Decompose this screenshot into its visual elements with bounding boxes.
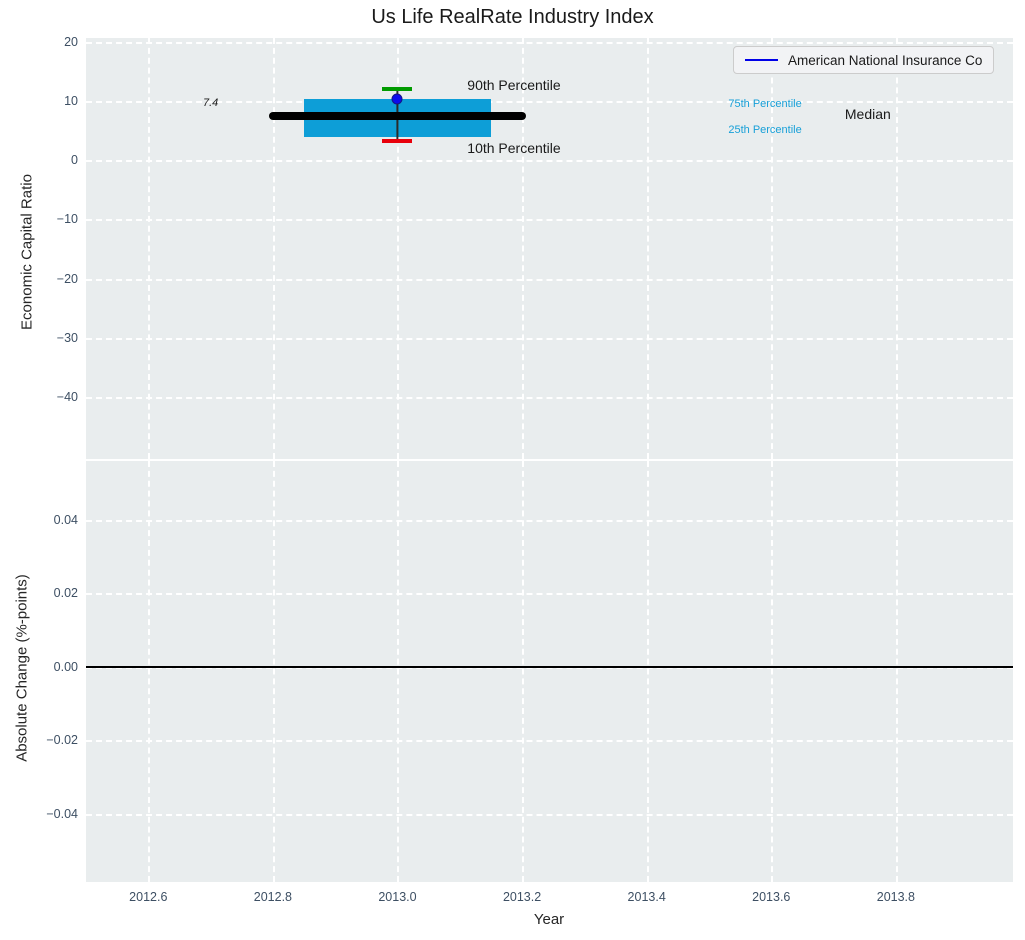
chart-title: Us Life RealRate Industry Index [371, 6, 654, 28]
v-gridline [895, 461, 898, 882]
h-gridline [86, 219, 1013, 222]
x-tick-label: 2013.8 [876, 890, 915, 904]
legend: American National Insurance Co [733, 46, 995, 74]
y-tick-label: 0.02 [53, 586, 78, 601]
x-tick-label: 2013.2 [502, 890, 542, 904]
legend-line-swatch [745, 59, 778, 61]
y-tick-label: −0.02 [46, 733, 78, 748]
x-tick-label: 2013.4 [627, 890, 666, 904]
h-gridline [86, 666, 1013, 669]
v-gridline [272, 461, 275, 882]
v-gridline [397, 38, 400, 459]
v-gridline [646, 38, 649, 459]
y-tick-label: −20 [56, 271, 78, 286]
y-tick-label: −10 [56, 212, 78, 227]
x-tick-label: 2013.6 [752, 890, 791, 904]
y-tick-label: −40 [56, 390, 78, 405]
p90-cap [382, 87, 413, 91]
v-gridline [397, 461, 400, 882]
h-gridline [86, 100, 1013, 103]
annotation: 7.4 [202, 97, 219, 110]
h-gridline [86, 740, 1013, 743]
y-tick-label: 0 [71, 153, 78, 168]
x-tick-label: 2012.6 [129, 890, 168, 904]
y-tick-label: −0.04 [46, 806, 78, 821]
y-axis-label-top: Economic Capital Ratio [18, 174, 36, 330]
v-gridline [522, 38, 525, 459]
annotation: 90th Percentile [467, 77, 561, 94]
bottom-axes [86, 461, 1013, 882]
h-gridline [86, 813, 1013, 816]
v-gridline [522, 461, 525, 882]
v-gridline [646, 461, 649, 882]
median-line [268, 112, 527, 121]
h-gridline [86, 593, 1013, 596]
y-tick-label: 0.00 [53, 659, 78, 674]
h-gridline [86, 397, 1013, 400]
y-tick-label: 20 [64, 34, 78, 49]
h-gridline [86, 160, 1013, 163]
v-gridline [272, 38, 275, 459]
y-tick-label: 0.04 [53, 512, 78, 527]
v-gridline [148, 38, 151, 459]
annotation: Median [844, 106, 891, 123]
h-gridline [86, 41, 1013, 44]
annotation: 10th Percentile [467, 140, 561, 157]
h-gridline [86, 278, 1013, 281]
v-gridline [895, 38, 898, 459]
zero-line [86, 665, 1013, 668]
v-gridline [148, 461, 151, 882]
x-tick-label: 2012.8 [253, 890, 292, 904]
y-tick-label: −30 [56, 331, 78, 346]
h-gridline [86, 519, 1013, 522]
annotation: 25th Percentile [728, 124, 802, 137]
v-gridline [771, 38, 774, 459]
x-tick-label: 2013.0 [378, 890, 417, 904]
annotation: 75th Percentile [728, 98, 802, 111]
x-axis-label: Year [533, 911, 565, 928]
top-axes: 90th Percentile 10th Percentile 75th Perce… [86, 38, 1013, 459]
p10-cap [382, 139, 413, 143]
h-gridline [86, 338, 1013, 341]
company-data-point [391, 93, 403, 105]
legend-label: American National Insurance Co [788, 52, 983, 68]
y-tick-label: 10 [64, 93, 78, 108]
v-gridline [771, 461, 774, 882]
